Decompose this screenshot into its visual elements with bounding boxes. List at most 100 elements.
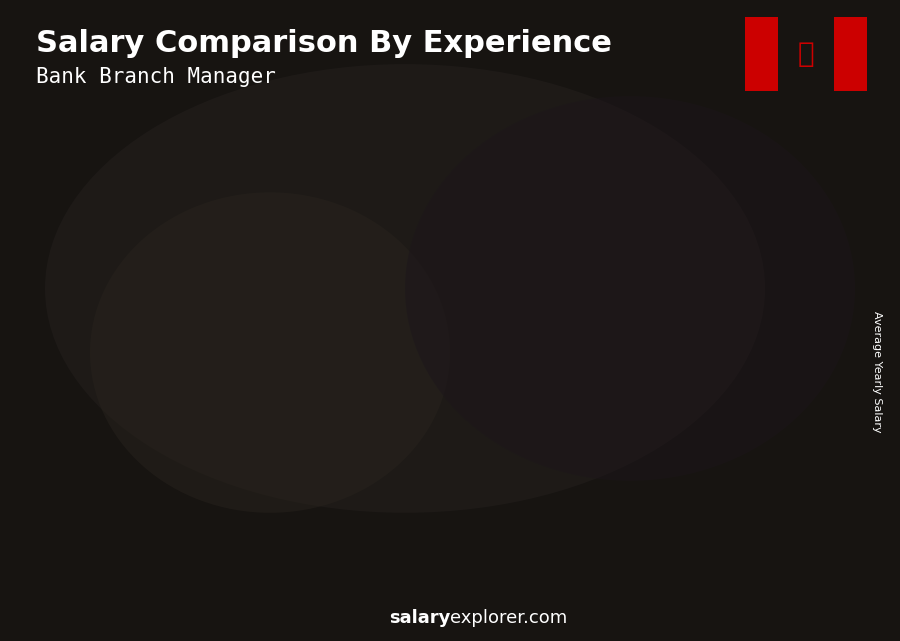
Bar: [331, 393, 396, 400]
Bar: [81, 484, 146, 488]
Bar: [81, 507, 146, 511]
Bar: [706, 407, 770, 417]
Bar: [331, 549, 396, 556]
Text: explorer.com: explorer.com: [450, 609, 567, 627]
Text: +9%: +9%: [686, 180, 739, 200]
Bar: [706, 533, 770, 543]
Bar: [206, 407, 271, 412]
Bar: [81, 480, 146, 484]
Bar: [206, 543, 271, 549]
Bar: [770, 313, 779, 344]
Bar: [580, 401, 645, 410]
Bar: [206, 522, 271, 528]
Bar: [271, 423, 280, 438]
Bar: [331, 363, 396, 370]
Bar: [81, 526, 146, 529]
Bar: [456, 328, 521, 337]
Bar: [580, 315, 645, 324]
Bar: [331, 542, 396, 549]
Bar: [456, 392, 521, 401]
Bar: [81, 545, 146, 549]
Bar: [206, 506, 271, 512]
Bar: [331, 504, 396, 512]
Bar: [206, 444, 271, 449]
Bar: [206, 433, 271, 438]
Bar: [521, 292, 529, 319]
Bar: [645, 276, 654, 305]
Bar: [770, 376, 779, 407]
Bar: [645, 535, 654, 564]
Bar: [456, 337, 521, 346]
Bar: [521, 483, 529, 510]
Bar: [706, 397, 770, 407]
Bar: [81, 458, 146, 461]
Bar: [770, 407, 779, 438]
Bar: [580, 353, 645, 363]
Bar: [580, 487, 645, 497]
Text: 215,000 CAD: 215,000 CAD: [411, 316, 511, 331]
Bar: [331, 556, 396, 564]
Bar: [396, 430, 405, 453]
Bar: [81, 529, 146, 533]
Bar: [456, 310, 521, 319]
Bar: [706, 438, 770, 449]
Bar: [206, 549, 271, 554]
Bar: [706, 512, 770, 522]
Bar: [271, 533, 280, 549]
Bar: [146, 472, 155, 484]
Bar: [331, 415, 396, 422]
Bar: [81, 450, 99, 564]
Bar: [271, 407, 280, 423]
Bar: [456, 355, 521, 364]
Bar: [396, 475, 405, 497]
Bar: [396, 340, 405, 564]
Bar: [770, 250, 779, 281]
Bar: [81, 492, 146, 495]
Bar: [331, 378, 396, 385]
Bar: [456, 519, 521, 528]
Bar: [331, 348, 396, 356]
Bar: [338, 385, 347, 497]
Bar: [706, 522, 770, 533]
Bar: [81, 560, 146, 564]
Bar: [770, 438, 779, 470]
Bar: [706, 355, 770, 365]
Bar: [331, 475, 396, 482]
Bar: [396, 542, 405, 564]
Bar: [580, 391, 645, 401]
Bar: [580, 449, 645, 458]
Text: 🍁: 🍁: [797, 40, 814, 68]
Text: +22%: +22%: [429, 222, 497, 242]
Bar: [81, 472, 146, 476]
Bar: [770, 281, 779, 313]
Bar: [456, 346, 521, 355]
Bar: [706, 334, 770, 344]
Bar: [146, 484, 155, 495]
Ellipse shape: [405, 96, 855, 481]
Bar: [81, 515, 146, 519]
Bar: [146, 461, 155, 472]
Bar: [331, 527, 396, 535]
Bar: [456, 410, 521, 419]
Bar: [271, 407, 280, 564]
Bar: [521, 537, 529, 564]
Bar: [331, 467, 396, 475]
Bar: [456, 364, 521, 374]
Bar: [645, 363, 654, 391]
Bar: [580, 305, 645, 315]
Bar: [745, 17, 778, 91]
Bar: [331, 400, 396, 408]
Bar: [331, 437, 396, 445]
Bar: [456, 492, 521, 501]
Bar: [206, 454, 271, 460]
Bar: [206, 423, 271, 428]
Bar: [580, 497, 645, 506]
Bar: [396, 340, 405, 363]
Bar: [521, 346, 529, 374]
Bar: [81, 537, 146, 541]
Text: Salary Comparison By Experience: Salary Comparison By Experience: [36, 29, 612, 58]
Bar: [331, 460, 396, 467]
Bar: [206, 559, 271, 564]
Bar: [271, 549, 280, 564]
Bar: [331, 340, 349, 564]
